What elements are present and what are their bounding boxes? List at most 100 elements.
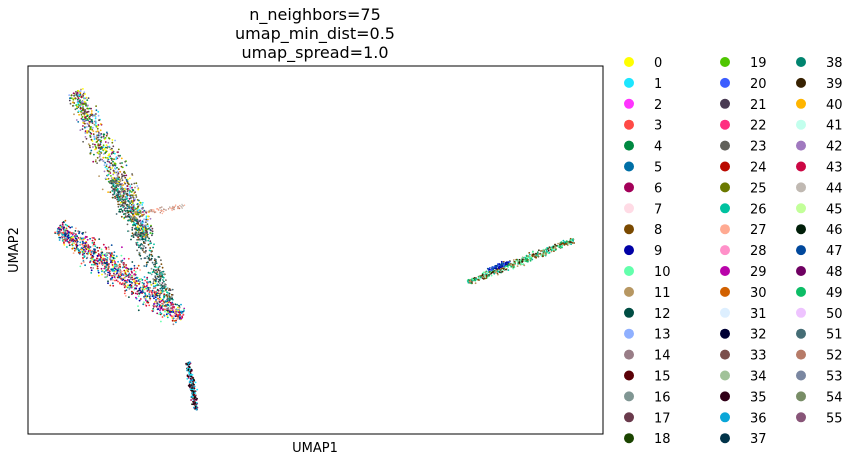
data-point: [125, 286, 128, 288]
data-point: [81, 128, 84, 131]
data-point: [508, 261, 511, 263]
data-point: [106, 273, 109, 276]
data-point: [103, 164, 106, 167]
data-point: [144, 279, 147, 282]
data-point: [106, 169, 109, 172]
data-point: [155, 298, 158, 301]
data-point: [543, 250, 546, 253]
data-point: [143, 251, 145, 253]
legend-label: 27: [750, 223, 767, 238]
data-point: [98, 119, 100, 122]
data-point: [121, 179, 124, 182]
data-point: [162, 270, 165, 273]
data-point: [127, 230, 130, 233]
data-point: [124, 190, 126, 193]
data-point: [129, 283, 132, 286]
data-point: [114, 187, 117, 189]
data-point: [132, 189, 135, 192]
data-point: [138, 238, 141, 241]
data-point: [77, 237, 80, 239]
data-point: [554, 247, 556, 249]
data-point: [64, 219, 67, 222]
data-point: [523, 259, 526, 262]
data-point: [177, 313, 179, 316]
data-point: [541, 249, 544, 252]
data-point: [136, 238, 139, 241]
data-point: [101, 258, 103, 260]
data-point: [150, 284, 153, 286]
data-point: [155, 291, 158, 294]
data-point: [126, 267, 129, 270]
data-point: [143, 283, 145, 285]
legend-marker: [720, 328, 730, 339]
legend-marker: [624, 433, 634, 444]
data-point: [145, 221, 147, 224]
data-point: [497, 273, 499, 276]
data-point: [526, 257, 528, 260]
data-point: [87, 104, 89, 107]
data-point: [121, 166, 124, 169]
legend-marker: [796, 98, 806, 109]
data-point: [149, 272, 152, 274]
data-point: [168, 292, 171, 295]
data-point: [117, 151, 119, 154]
data-point: [126, 182, 129, 184]
data-point: [64, 228, 67, 231]
data-point: [98, 247, 101, 249]
data-point: [129, 202, 132, 205]
legend-marker: [624, 307, 634, 318]
data-point: [146, 295, 149, 298]
data-point: [82, 245, 84, 248]
data-point: [147, 261, 149, 263]
data-point: [132, 213, 134, 216]
data-point: [89, 118, 91, 120]
data-point: [66, 238, 69, 241]
data-point: [546, 250, 548, 253]
data-point: [148, 291, 151, 294]
data-point: [124, 274, 127, 277]
x-axis-label: UMAP1: [292, 441, 338, 456]
data-point: [178, 307, 181, 309]
data-point: [570, 243, 572, 246]
data-point: [135, 196, 138, 198]
legend-label: 18: [654, 432, 671, 447]
data-point: [110, 175, 112, 177]
data-point: [135, 296, 137, 299]
data-point: [172, 323, 175, 326]
data-point: [142, 242, 145, 244]
data-point: [115, 279, 118, 282]
data-point: [552, 246, 555, 248]
data-point: [171, 209, 173, 212]
data-point: [156, 292, 159, 295]
data-point: [103, 138, 106, 141]
data-point: [157, 276, 160, 278]
data-point: [159, 275, 162, 278]
data-point: [123, 181, 126, 184]
data-point: [117, 274, 120, 277]
data-point: [146, 233, 149, 236]
legend-marker: [796, 349, 806, 360]
legend-marker: [796, 412, 806, 423]
data-point: [136, 225, 139, 228]
data-point: [81, 93, 84, 96]
legend-label: 21: [750, 98, 767, 113]
data-point: [517, 263, 519, 265]
data-point: [540, 250, 542, 252]
data-point: [193, 385, 196, 388]
data-point: [124, 284, 127, 287]
data-point: [175, 310, 178, 313]
data-point: [109, 168, 112, 171]
data-point: [151, 271, 154, 274]
legend-marker: [720, 182, 730, 193]
data-point: [143, 276, 146, 278]
data-point: [121, 211, 124, 213]
data-point: [88, 144, 91, 147]
data-point: [130, 207, 133, 209]
data-point: [193, 397, 196, 400]
data-point: [139, 254, 142, 257]
data-point: [140, 207, 143, 210]
data-point: [186, 374, 189, 377]
data-point: [94, 249, 96, 252]
data-point: [504, 265, 506, 268]
data-point: [94, 143, 96, 146]
